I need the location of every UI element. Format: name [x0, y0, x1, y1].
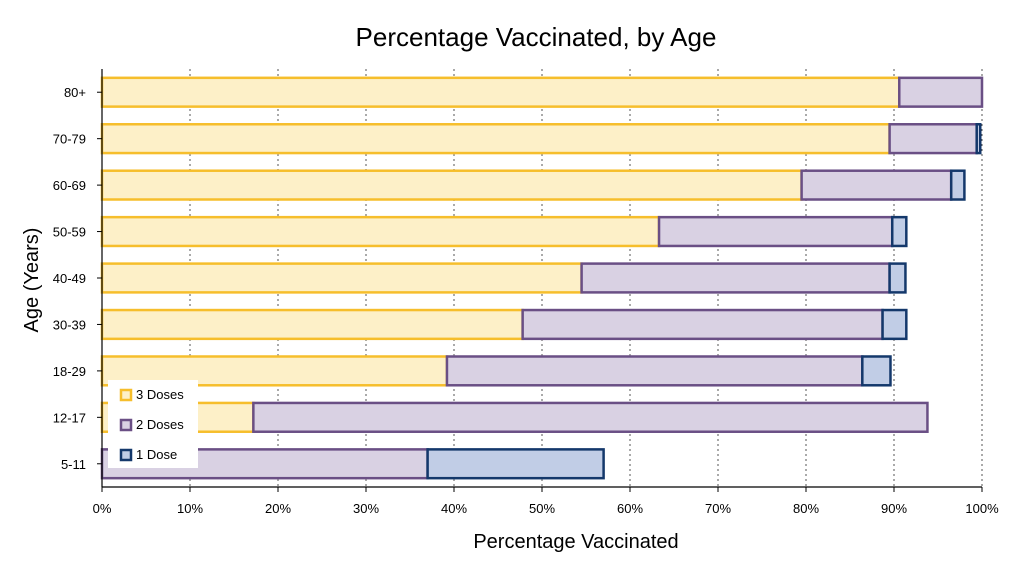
bar-segment-1	[100, 123, 891, 155]
x-tick-label: 0%	[93, 501, 112, 516]
legend: 3 Doses 2 Doses 1 Dose	[108, 380, 198, 468]
legend-swatch	[119, 388, 133, 402]
y-tick-label: 40-49	[53, 271, 86, 286]
x-tick-label: 100%	[965, 501, 999, 516]
y-tick-label: 12-17	[53, 410, 86, 425]
x-tick-label: 20%	[265, 501, 291, 516]
bar-segment-2	[445, 355, 864, 387]
bar-segment-2	[521, 308, 884, 341]
x-axis-title: Percentage Vaccinated	[473, 531, 678, 553]
chart-title: Percentage Vaccinated, by Age	[356, 22, 717, 52]
bar-segment-3	[861, 355, 892, 387]
bar-segment-2	[898, 76, 984, 108]
legend-label: 3 Doses	[136, 387, 184, 402]
x-tick-label: 50%	[529, 501, 555, 516]
bar-segment-2	[888, 123, 978, 155]
x-tick-label: 70%	[705, 501, 731, 516]
legend-label: 1 Dose	[136, 447, 177, 462]
bar-segment-1	[100, 76, 901, 108]
y-tick-label: 70-79	[53, 132, 86, 147]
bars	[100, 76, 984, 480]
bar-segment-2	[800, 169, 953, 201]
bar-segment-1	[100, 169, 803, 201]
x-tick-label: 80%	[793, 501, 819, 516]
y-tick-label: 60-69	[53, 178, 86, 193]
y-tick-label: 80+	[64, 85, 86, 100]
bar-segment-1	[100, 215, 661, 248]
legend-swatch	[119, 418, 133, 432]
bar-segment-3	[888, 262, 907, 294]
y-tick-label: 50-59	[53, 225, 86, 240]
bar-segment-3	[949, 169, 966, 201]
bar-segment-3	[890, 215, 908, 248]
legend-swatch	[119, 448, 133, 462]
y-tick-label: 18-29	[53, 364, 86, 379]
tick-labels: 0% 10% 20% 30% 40% 50% 60% 70% 80% 90% 100% 80+ 70-7…	[53, 85, 999, 516]
bar-segment-3	[426, 448, 605, 480]
bar-segment-2	[252, 401, 929, 433]
bar-segment-1	[100, 262, 583, 294]
y-axis-title: Age (Years)	[21, 228, 43, 333]
x-tick-label: 60%	[617, 501, 643, 516]
x-tick-label: 30%	[353, 501, 379, 516]
bar-segment-2	[657, 215, 894, 248]
legend-label: 2 Doses	[136, 417, 184, 432]
x-tick-label: 40%	[441, 501, 467, 516]
y-tick-label: 30-39	[53, 317, 86, 332]
x-tick-label: 10%	[177, 501, 203, 516]
y-tick-label: 5-11	[61, 457, 86, 472]
x-tick-label: 90%	[881, 501, 907, 516]
bar-segment-3	[881, 308, 908, 341]
bar-segment-2	[580, 262, 891, 294]
bar-segment-1	[100, 308, 524, 341]
bar-segment-3	[975, 123, 982, 155]
